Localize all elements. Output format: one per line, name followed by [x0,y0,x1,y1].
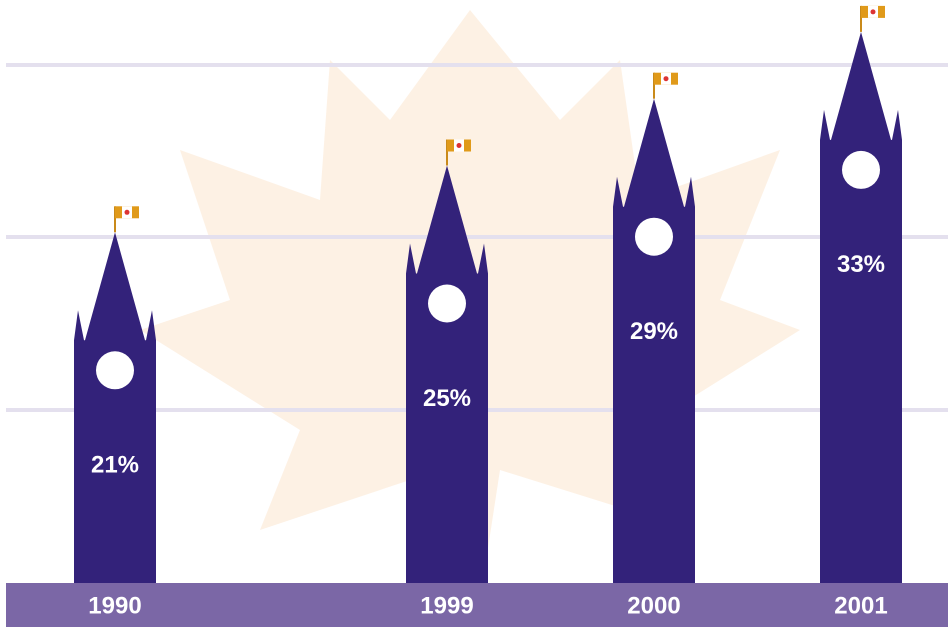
tower [406,165,488,583]
value-label: 25% [423,385,471,412]
flag-leaf [456,143,462,148]
flag-leaf [124,209,130,215]
value-label: 33% [837,251,885,278]
x-tick-label: 2001 [834,592,887,619]
value-label: 21% [91,452,139,479]
x-tick-label: 1999 [420,592,473,619]
flag-leaf [870,9,876,15]
clock [635,217,673,256]
value-label: 29% [630,318,678,345]
x-tick-label: 2000 [627,592,680,619]
tower [613,98,695,583]
x-tick-label: 1990 [88,592,141,619]
clock [842,150,880,189]
tower [74,232,156,584]
clock [96,351,134,390]
flag-leaf [663,76,669,82]
x-axis-band [6,583,948,627]
clock [428,284,466,323]
tower [820,31,902,583]
